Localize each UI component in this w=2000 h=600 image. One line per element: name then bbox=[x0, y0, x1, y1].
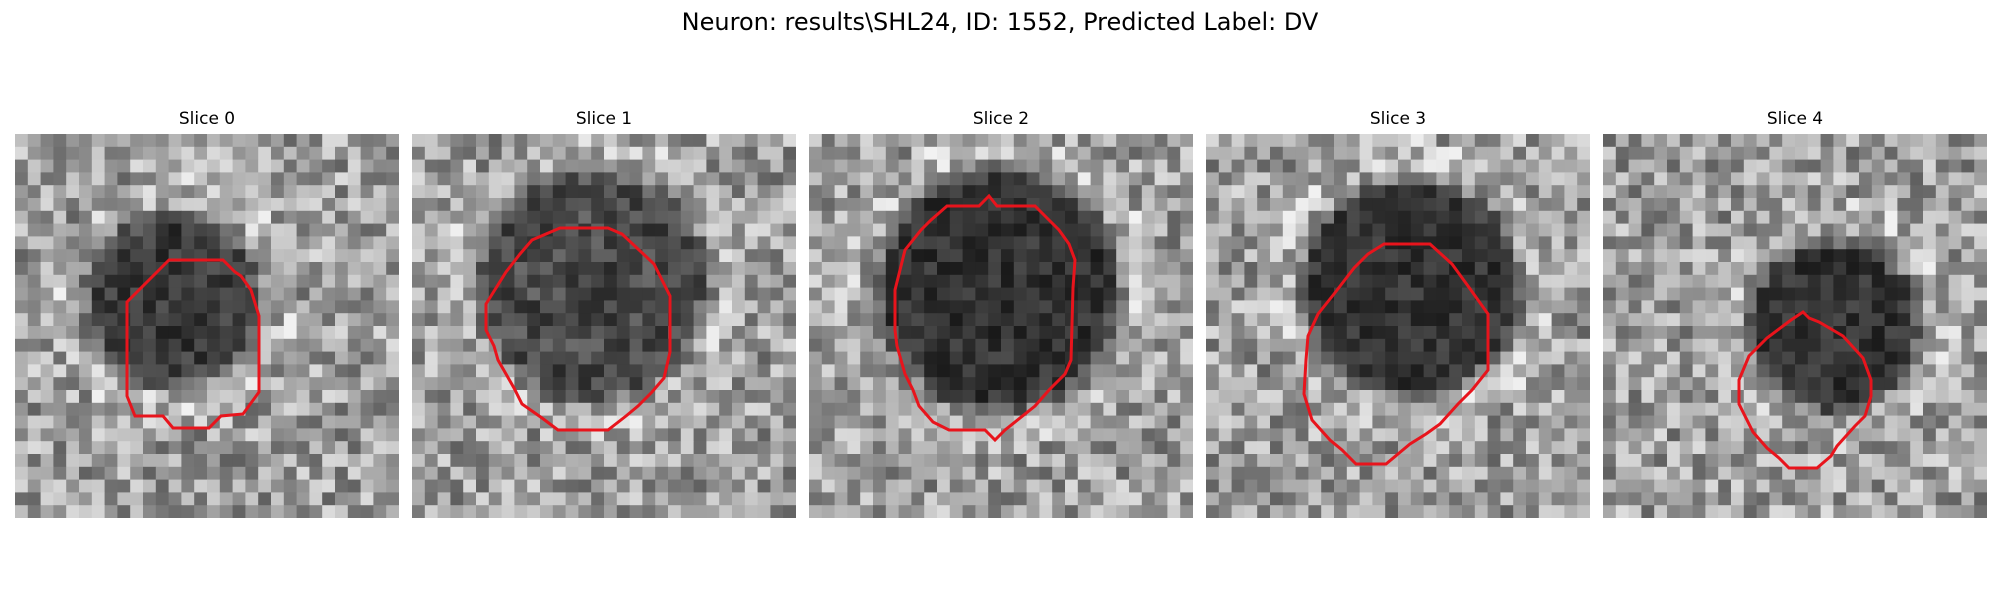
slice-image-1 bbox=[412, 134, 796, 518]
roi-contour bbox=[125, 258, 261, 430]
slice-title-0: Slice 0 bbox=[178, 109, 236, 129]
slice-image-3 bbox=[1206, 134, 1590, 518]
roi-contour bbox=[1302, 242, 1490, 466]
roi-contour bbox=[893, 193, 1077, 443]
slice-image-2 bbox=[809, 134, 1193, 518]
roi-contour bbox=[484, 226, 672, 432]
roi-contour bbox=[1737, 310, 1873, 470]
slice-title-4: Slice 4 bbox=[1766, 109, 1824, 129]
slice-title-2: Slice 2 bbox=[972, 109, 1030, 129]
slice-title-1: Slice 1 bbox=[575, 109, 633, 129]
slice-image-0 bbox=[15, 134, 399, 518]
slice-image-4 bbox=[1603, 134, 1987, 518]
figure-title: Neuron: results\SHL24, ID: 1552, Predict… bbox=[681, 8, 1319, 36]
slice-title-3: Slice 3 bbox=[1369, 109, 1427, 129]
